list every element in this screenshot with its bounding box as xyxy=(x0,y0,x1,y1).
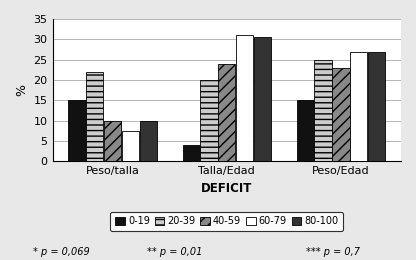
Legend: 0-19, 20-39, 40-59, 60-79, 80-100: 0-19, 20-39, 40-59, 60-79, 80-100 xyxy=(110,212,343,231)
Bar xyxy=(368,51,385,161)
Bar xyxy=(332,68,349,161)
Bar xyxy=(68,100,86,161)
Bar xyxy=(201,80,218,161)
Bar xyxy=(183,145,200,161)
Bar xyxy=(297,100,314,161)
Bar xyxy=(236,35,253,161)
Y-axis label: %: % xyxy=(15,84,28,96)
Text: * p = 0,069: * p = 0,069 xyxy=(33,248,90,257)
Bar xyxy=(254,37,271,161)
Bar xyxy=(104,121,121,161)
X-axis label: DEFICIT: DEFICIT xyxy=(201,182,253,195)
Bar xyxy=(218,64,235,161)
Bar xyxy=(350,51,367,161)
Bar xyxy=(314,60,332,161)
Bar xyxy=(122,131,139,161)
Bar xyxy=(140,121,157,161)
Text: *** p = 0,7: *** p = 0,7 xyxy=(306,248,360,257)
Text: ** p = 0,01: ** p = 0,01 xyxy=(147,248,203,257)
Bar xyxy=(86,72,104,161)
